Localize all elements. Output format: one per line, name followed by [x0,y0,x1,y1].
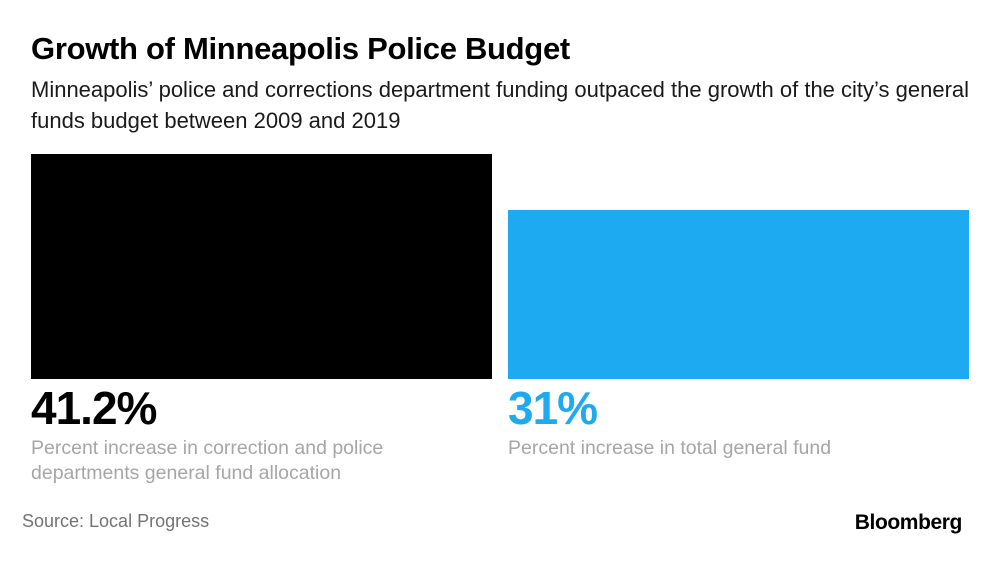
bar-value-label-police: 41.2% [31,382,157,434]
source-note: Source: Local Progress [22,511,210,531]
bloomberg-logo: Bloomberg [854,511,963,534]
bar-chart [31,154,969,379]
bar-general-fund [508,210,969,379]
chart-title: Growth of Minneapolis Police Budget [31,31,570,66]
chart-subtitle: Minneapolis’ police and corrections depa… [31,77,970,133]
bar-police-corrections [31,154,492,379]
bar-description-police: Percent increase in correction and polic… [31,437,384,484]
bar-value-label-general-fund: 31% [508,382,598,434]
bar-description-general-fund: Percent increase in total general fund [508,437,832,459]
